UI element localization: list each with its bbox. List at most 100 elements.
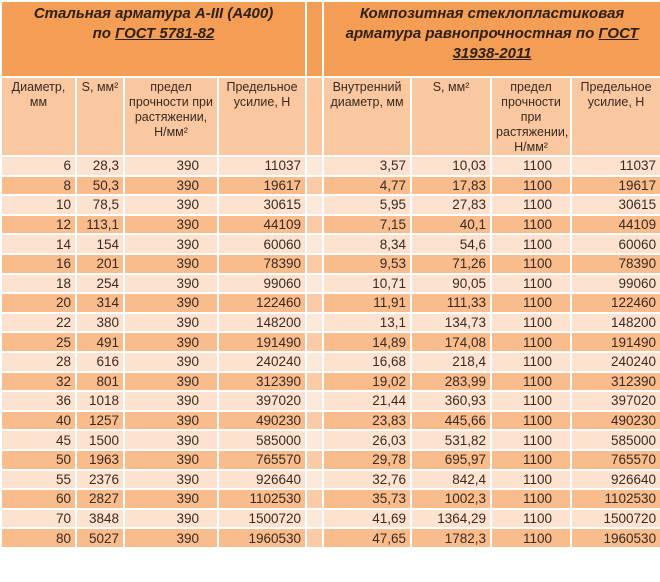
cell-strength: 390 <box>123 331 219 353</box>
cell-strength: 390 <box>123 390 219 412</box>
cell-strength: 390 <box>123 350 219 373</box>
cell-strength: 390 <box>123 527 219 549</box>
cell-force-composite: 44109 <box>570 213 660 236</box>
cell-force: 1500720 <box>216 507 308 530</box>
cell-diameter: 28 <box>0 350 77 373</box>
separator <box>305 409 325 432</box>
cell-strength-composite: 1100 <box>490 527 573 549</box>
col-header-area-composite: S, мм² <box>410 76 493 157</box>
cell-force: 78390 <box>216 252 308 275</box>
cell-strength: 390 <box>123 174 219 197</box>
cell-strength-composite: 1100 <box>490 331 573 353</box>
table-row: 25 491 390 191490 14,89 174,08 1100 191490 <box>0 331 660 353</box>
cell-force: 585000 <box>216 429 308 451</box>
separator <box>305 292 325 314</box>
separator <box>305 350 325 373</box>
cell-area-composite: 1782,3 <box>410 527 493 549</box>
separator <box>305 390 325 412</box>
cell-inner-diameter: 4,77 <box>322 174 413 197</box>
cell-strength: 390 <box>123 488 219 510</box>
cell-inner-diameter: 5,95 <box>322 194 413 216</box>
cell-strength-composite: 1100 <box>490 292 573 314</box>
cell-inner-diameter: 8,34 <box>322 233 413 255</box>
cell-area-composite: 111,33 <box>410 292 493 314</box>
steel-gost-link[interactable]: ГОСТ 5781-82 <box>115 25 215 42</box>
cell-strength-composite: 1100 <box>490 194 573 216</box>
cell-inner-diameter: 16,68 <box>322 350 413 373</box>
cell-area: 801 <box>75 370 125 393</box>
col-header-inner-diameter: Внутренний диаметр, мм <box>322 76 413 157</box>
col-header-force: Предельное усилие, Н <box>216 76 308 157</box>
table-row: 12 113,1 390 44109 7,15 40,1 1100 44109 <box>0 213 660 236</box>
cell-force-composite: 240240 <box>570 350 660 373</box>
cell-diameter: 20 <box>0 292 77 314</box>
cell-area: 2376 <box>75 468 125 491</box>
separator <box>305 252 325 275</box>
cell-strength-composite: 1100 <box>490 507 573 530</box>
table-row: 20 314 390 122460 11,91 111,33 1100 122460 <box>0 292 660 314</box>
cell-diameter: 80 <box>0 527 77 549</box>
cell-area: 1963 <box>75 448 125 471</box>
cell-force: 926640 <box>216 468 308 491</box>
cell-area-composite: 27,83 <box>410 194 493 216</box>
separator <box>305 311 325 334</box>
composite-header: Композитная стеклопластиковая арматура р… <box>322 0 660 78</box>
cell-area-composite: 71,26 <box>410 252 493 275</box>
cell-area: 254 <box>75 272 125 295</box>
cell-force-composite: 60060 <box>570 233 660 255</box>
table-row: 10 78,5 390 30615 5,95 27,83 1100 30615 <box>0 194 660 216</box>
cell-force-composite: 490230 <box>570 409 660 432</box>
cell-force-composite: 19617 <box>570 174 660 197</box>
table-row: 6 28,3 390 11037 3,57 10,03 1100 11037 <box>0 155 660 177</box>
cell-force: 44109 <box>216 213 308 236</box>
cell-area: 1500 <box>75 429 125 451</box>
cell-area-composite: 283,99 <box>410 370 493 393</box>
cell-force-composite: 1500720 <box>570 507 660 530</box>
cell-strength: 390 <box>123 233 219 255</box>
table-row: 80 5027 390 1960530 47,65 1782,3 1100 1960530 <box>0 527 660 549</box>
cell-area: 314 <box>75 292 125 314</box>
cell-force-composite: 765570 <box>570 448 660 471</box>
table-row: 22 380 390 148200 13,1 134,73 1100 148200 <box>0 311 660 334</box>
cell-inner-diameter: 7,15 <box>322 213 413 236</box>
cell-diameter: 55 <box>0 468 77 491</box>
cell-diameter: 14 <box>0 233 77 255</box>
cell-area-composite: 842,4 <box>410 468 493 491</box>
cell-strength: 390 <box>123 252 219 275</box>
cell-inner-diameter: 23,83 <box>322 409 413 432</box>
separator <box>305 213 325 236</box>
cell-strength: 390 <box>123 194 219 216</box>
cell-force: 1102530 <box>216 488 308 510</box>
cell-strength: 390 <box>123 468 219 491</box>
cell-force-composite: 148200 <box>570 311 660 334</box>
cell-diameter: 32 <box>0 370 77 393</box>
composite-title-2: арматура равнопрочностная по <box>345 25 599 42</box>
separator <box>305 76 325 157</box>
separator <box>305 174 325 197</box>
cell-strength: 390 <box>123 409 219 432</box>
composite-gost-link[interactable]: ГОСТ 31938-2011 <box>452 25 639 62</box>
table-row: 14 154 390 60060 8,34 54,6 1100 60060 <box>0 233 660 255</box>
cell-strength-composite: 1100 <box>490 370 573 393</box>
cell-force: 397020 <box>216 390 308 412</box>
cell-force: 99060 <box>216 272 308 295</box>
cell-strength: 390 <box>123 272 219 295</box>
cell-strength-composite: 1100 <box>490 409 573 432</box>
cell-inner-diameter: 26,03 <box>322 429 413 451</box>
table-row: 8 50,3 390 19617 4,77 17,83 1100 19617 <box>0 174 660 197</box>
cell-force-composite: 122460 <box>570 292 660 314</box>
cell-strength: 390 <box>123 213 219 236</box>
cell-force: 30615 <box>216 194 308 216</box>
cell-force: 19617 <box>216 174 308 197</box>
cell-inner-diameter: 29,78 <box>322 448 413 471</box>
cell-area-composite: 445,66 <box>410 409 493 432</box>
steel-header: Стальная арматура А-III (А400) по ГОСТ 5… <box>0 0 308 78</box>
cell-force-composite: 191490 <box>570 331 660 353</box>
separator <box>305 370 325 393</box>
cell-strength-composite: 1100 <box>490 155 573 177</box>
cell-strength: 390 <box>123 429 219 451</box>
cell-force: 191490 <box>216 331 308 353</box>
col-header-force-composite: Предельное усилие, Н <box>570 76 660 157</box>
cell-strength: 390 <box>123 448 219 471</box>
cell-area: 1257 <box>75 409 125 432</box>
